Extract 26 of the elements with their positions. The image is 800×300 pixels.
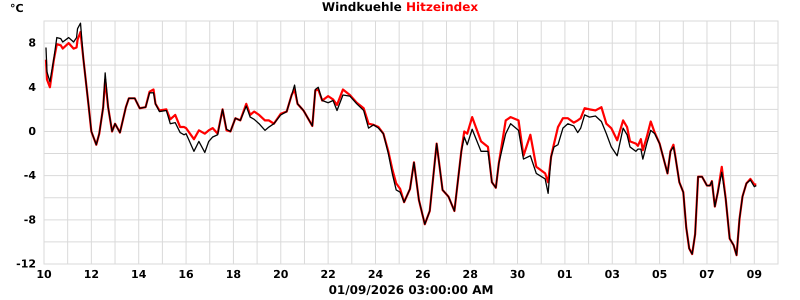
x-tick-label: 30 bbox=[510, 268, 526, 281]
y-tick-label: -12 bbox=[16, 258, 36, 271]
x-tick-label: 10 bbox=[36, 268, 52, 281]
x-tick-label: 16 bbox=[178, 268, 194, 281]
text: Hitzeindex bbox=[402, 0, 478, 14]
x-tick-label: 26 bbox=[415, 268, 431, 281]
x-tick-label: 05 bbox=[652, 268, 668, 281]
y-tick-label: -4 bbox=[24, 169, 36, 182]
y-tick-label: 0 bbox=[28, 124, 36, 138]
x-tick-label: 22 bbox=[320, 268, 336, 281]
y-tick-label: -8 bbox=[24, 213, 36, 226]
x-tick-label: 14 bbox=[131, 268, 147, 281]
y-axis-title: °C bbox=[10, 2, 24, 15]
text: Windkuehle bbox=[322, 0, 402, 14]
y-tick-label: 4 bbox=[28, 80, 36, 94]
x-tick-label: 01 bbox=[557, 268, 573, 281]
x-tick-label: 20 bbox=[273, 268, 289, 281]
y-tick-label: 8 bbox=[28, 36, 36, 50]
x-tick-label: 24 bbox=[368, 268, 384, 281]
x-tick-label: 28 bbox=[462, 268, 478, 281]
x-tick-label: 07 bbox=[699, 268, 715, 281]
x-tick-label: 12 bbox=[84, 268, 100, 281]
x-tick-label: 03 bbox=[604, 268, 620, 281]
x-axis-title: 01/09/2026 03:00:00 AM bbox=[328, 283, 494, 297]
x-tick-label: 18 bbox=[226, 268, 242, 281]
x-tick-label: 09 bbox=[746, 268, 762, 281]
